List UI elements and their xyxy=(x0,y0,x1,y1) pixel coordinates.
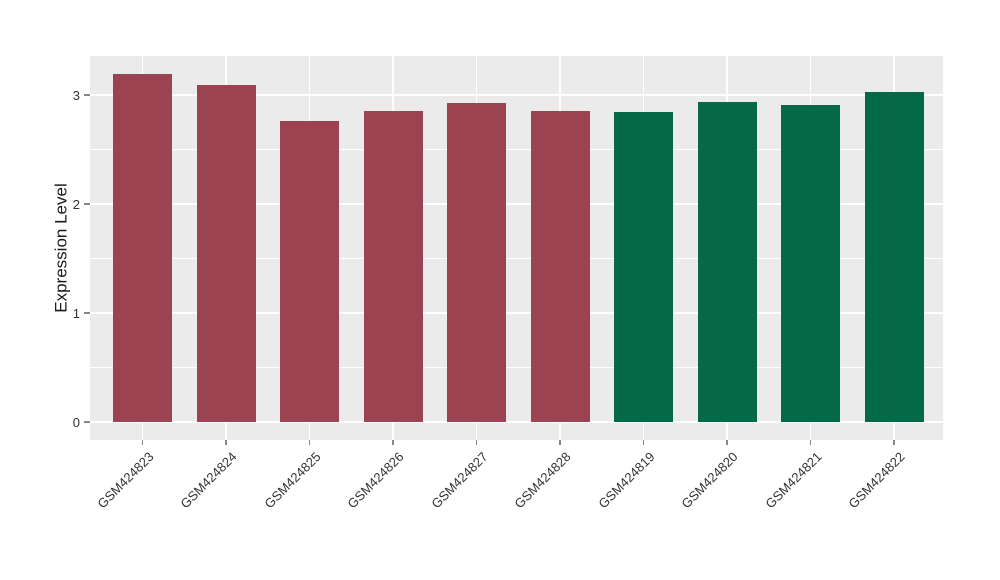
bar-GSM424822 xyxy=(864,91,924,422)
x-tick-mark xyxy=(308,440,311,445)
bar-GSM424819 xyxy=(614,112,673,422)
x-tick-label-GSM424825: GSM424825 xyxy=(260,449,324,512)
y-tick-label: 1 xyxy=(72,305,80,321)
x-tick-mark xyxy=(475,440,478,445)
major-gridline xyxy=(90,94,943,96)
x-tick-label-GSM424827: GSM424827 xyxy=(427,449,491,512)
x-tick-label-GSM424821: GSM424821 xyxy=(761,449,825,512)
major-gridline xyxy=(90,203,943,205)
bar-GSM424824 xyxy=(196,85,256,422)
x-tick-label-GSM424822: GSM424822 xyxy=(845,449,908,512)
y-axis-title: Expression Level xyxy=(48,56,76,440)
y-tick-label: 2 xyxy=(72,196,80,212)
bar-GSM424827 xyxy=(447,102,506,422)
y-tick-mark xyxy=(84,94,90,96)
x-tick-label-GSM424824: GSM424824 xyxy=(177,449,240,512)
bar-GSM424821 xyxy=(781,104,840,422)
bar-GSM424820 xyxy=(697,101,757,422)
bar-GSM424828 xyxy=(530,111,590,422)
plot-area xyxy=(90,56,943,440)
x-tick-label-GSM424823: GSM424823 xyxy=(93,449,157,512)
y-tick-label: 0 xyxy=(72,414,80,430)
x-tick-mark xyxy=(559,440,561,445)
x-tick-label-GSM424820: GSM424820 xyxy=(678,449,741,512)
minor-gridline xyxy=(90,149,943,150)
x-tick-mark xyxy=(642,440,645,445)
major-gridline xyxy=(90,421,943,423)
x-tick-mark xyxy=(225,440,227,445)
bar-GSM424826 xyxy=(363,111,423,422)
major-gridline xyxy=(90,312,943,314)
y-tick-mark xyxy=(84,312,90,314)
y-tick-mark xyxy=(84,203,90,205)
x-tick-label-GSM424828: GSM424828 xyxy=(511,449,574,512)
y-tick-mark xyxy=(84,421,90,423)
y-tick-label: 3 xyxy=(72,87,80,103)
x-tick-mark xyxy=(893,440,895,445)
bar-GSM424825 xyxy=(280,121,339,422)
x-tick-label-GSM424826: GSM424826 xyxy=(344,449,407,512)
x-tick-mark xyxy=(392,440,394,445)
minor-gridline xyxy=(90,367,943,368)
bar-GSM424823 xyxy=(113,74,172,422)
x-tick-mark xyxy=(809,440,812,445)
x-tick-mark xyxy=(726,440,728,445)
x-tick-label-GSM424819: GSM424819 xyxy=(594,449,658,512)
minor-gridline xyxy=(90,258,943,259)
x-tick-mark xyxy=(141,440,144,445)
